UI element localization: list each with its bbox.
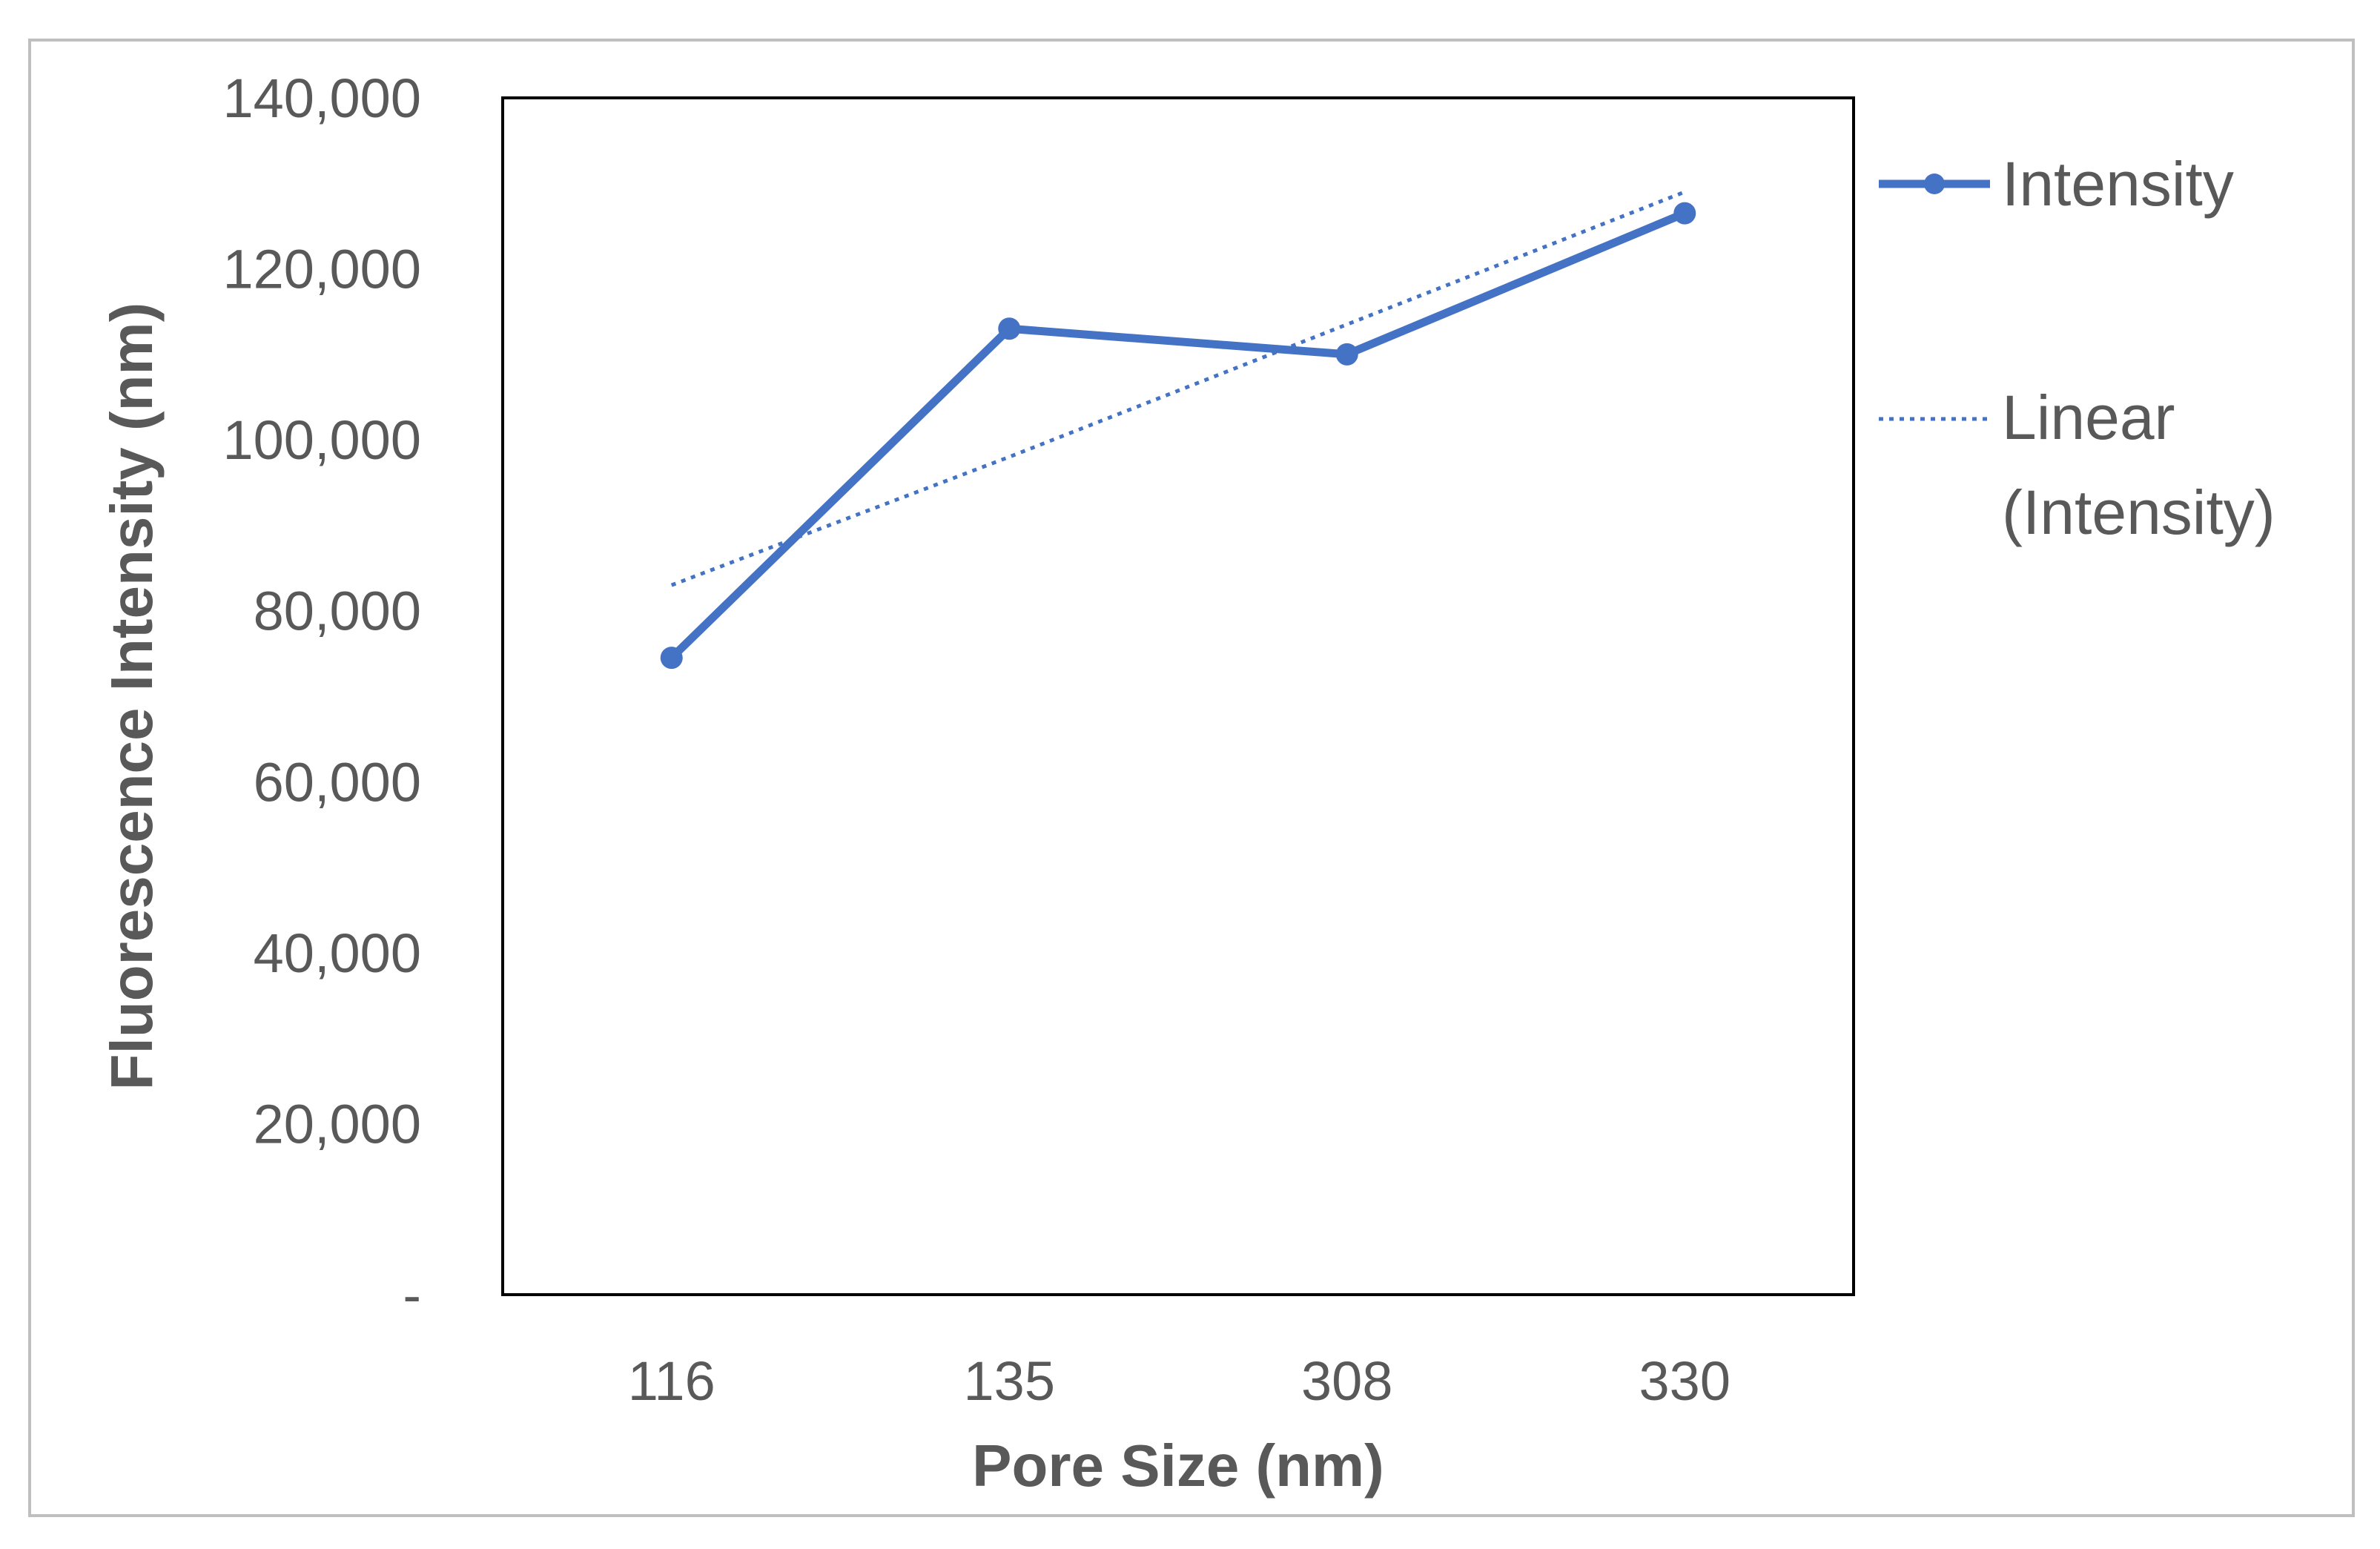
y-tick-label: - — [403, 1264, 421, 1326]
y-tick-label: 120,000 — [223, 239, 422, 300]
legend-item-linear-intensity: Linear (Intensity) — [1879, 383, 2275, 547]
x-tick-label: 116 — [628, 1350, 715, 1412]
x-tick-label: 330 — [1639, 1350, 1731, 1412]
data-point — [998, 317, 1021, 340]
plot-area — [501, 96, 1855, 1296]
y-tick-label: 60,000 — [254, 751, 421, 813]
data-point — [1335, 343, 1358, 366]
legend-label-intensity: Intensity — [2002, 149, 2234, 219]
y-tick-label: 20,000 — [254, 1093, 421, 1155]
data-point — [1673, 202, 1696, 225]
series-line-intensity — [668, 209, 1687, 661]
legend-label-linear: Linear — [2002, 383, 2175, 452]
legend-marker — [1924, 174, 1945, 194]
data-point — [660, 647, 683, 670]
x-tick-labels: 116 135 308 330 — [628, 1350, 1731, 1412]
y-tick-labels: - 20,000 40,000 60,000 80,000 100,000 120,000 1… — [223, 67, 422, 1326]
legend-label-linear-cont: (Intensity) — [2002, 478, 2275, 547]
legend: Intensity Linear (Intensity) — [1879, 149, 2275, 547]
legend-item-intensity: Intensity — [1879, 149, 2234, 219]
y-tick-label: 140,000 — [223, 67, 422, 129]
y-tick-label: 100,000 — [223, 409, 422, 471]
y-axis-title: Fluorescence Intensity (nm) — [99, 303, 165, 1090]
y-tick-label: 80,000 — [254, 581, 421, 642]
trendline-linear-intensity — [670, 190, 1686, 587]
x-axis-title: Pore Size (nm) — [972, 1433, 1384, 1499]
x-tick-label: 135 — [964, 1350, 1055, 1412]
y-tick-label: 40,000 — [254, 922, 421, 984]
data-markers — [660, 202, 1696, 670]
x-tick-label: 308 — [1301, 1350, 1392, 1412]
